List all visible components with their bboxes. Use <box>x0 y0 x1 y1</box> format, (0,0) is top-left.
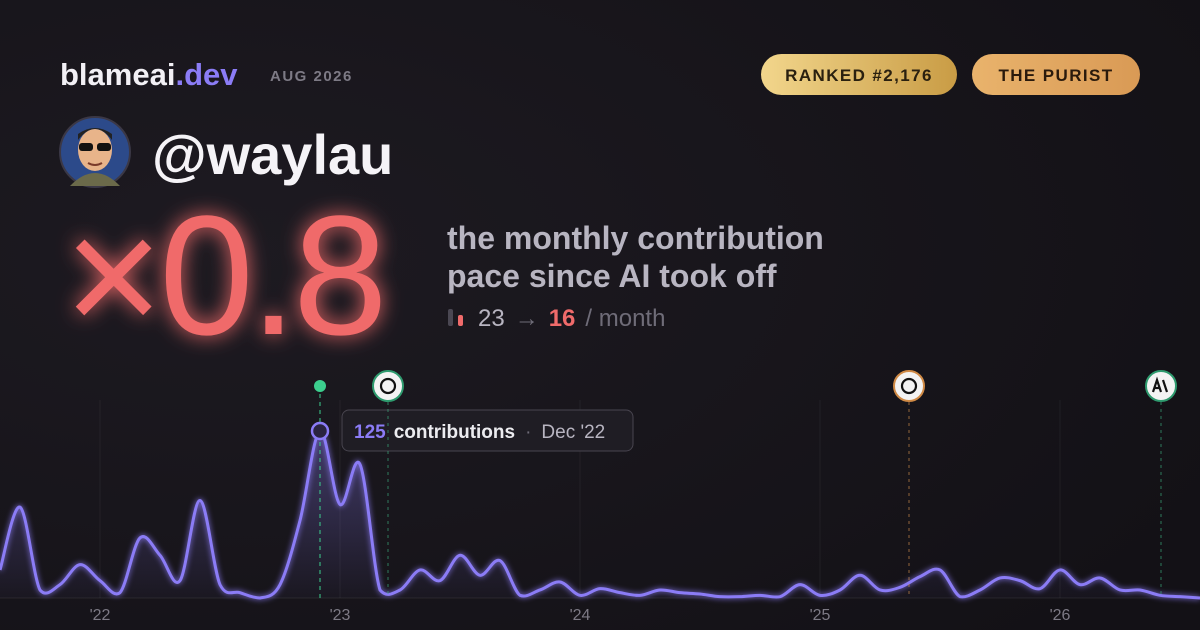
pace-icon <box>448 309 463 326</box>
avatar <box>59 116 131 188</box>
tooltip-sep: · <box>525 422 531 443</box>
brand: blameai.dev <box>60 57 238 92</box>
badge-text: RANKED #2,176 <box>785 66 933 85</box>
brand-name: blameai <box>60 57 175 92</box>
multiplier: ×0.8 <box>64 181 384 371</box>
description: the monthly contribution <box>447 220 824 256</box>
x-tick-label: '24 <box>570 607 591 624</box>
peak-point <box>310 421 330 441</box>
badge-text: THE PURIST <box>998 66 1113 85</box>
brand-suffix: .dev <box>175 57 238 92</box>
description: pace since AI took off <box>447 258 777 294</box>
tooltip-date: Dec '22 <box>541 422 605 443</box>
tooltip-label: contributions <box>394 422 515 443</box>
handle: @waylau <box>152 123 393 186</box>
x-tick-label: '23 <box>330 607 351 624</box>
tooltip-value: 125 <box>354 422 386 443</box>
badge <box>972 54 1140 95</box>
pace-before: 23 <box>478 305 505 332</box>
pace: 23 → 16 / month <box>478 305 665 332</box>
cursor-dot <box>314 380 326 392</box>
area <box>0 430 1200 598</box>
pace-after: 16 <box>549 305 576 332</box>
date: AUG 2026 <box>270 68 353 85</box>
tooltip <box>341 409 634 452</box>
x-tick-label: '22 <box>90 607 111 624</box>
badge <box>761 54 957 95</box>
tooltip-text: 125 contributions · Dec '22 <box>354 422 605 443</box>
events <box>372 370 1177 598</box>
chart: '22 '23 '24 '25 '26 125 contributions · Dec '22 <box>0 380 1200 624</box>
x-tick-label: '25 <box>810 607 831 624</box>
line <box>0 429 1200 600</box>
x-tick-label: '26 <box>1050 607 1071 624</box>
pace-unit: / month <box>585 305 665 332</box>
pace-arrow: → <box>515 305 539 332</box>
